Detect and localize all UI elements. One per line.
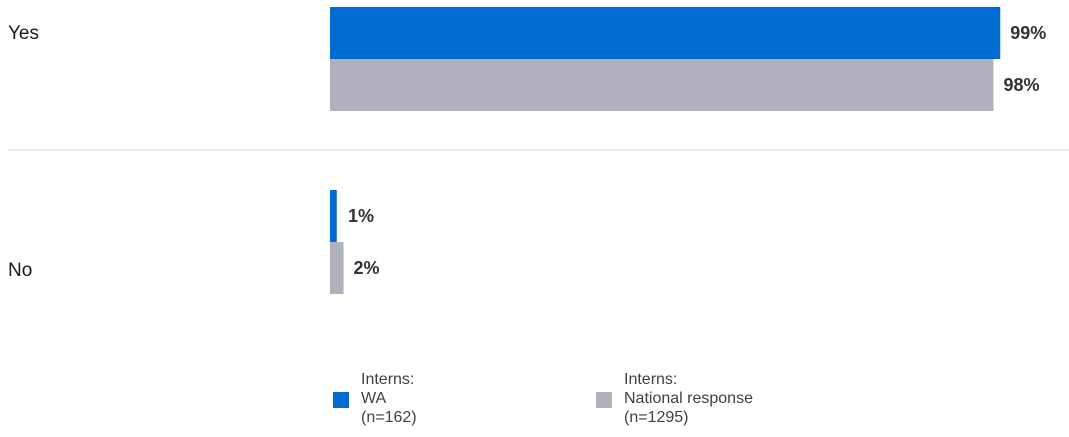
value-label-no-series-0: 1% <box>348 206 374 226</box>
legend-line: (n=1295) <box>624 409 689 426</box>
bar-yes-series-0 <box>330 7 1001 59</box>
bar-no-series-1 <box>330 242 344 294</box>
legend-line: WA <box>361 390 387 407</box>
legend-line: (n=162) <box>361 409 417 426</box>
legend-line: Interns: <box>361 371 415 388</box>
value-label-yes-series-1: 98% <box>1003 75 1039 95</box>
bar-yes-series-1 <box>330 59 994 111</box>
legend-text-national: Interns: National response (n=1295) <box>624 370 753 427</box>
value-label-no-series-1: 2% <box>354 258 380 278</box>
legend-line: National response <box>624 390 753 407</box>
bar-no-series-0 <box>330 190 337 242</box>
legend-swatch-wa <box>333 392 349 408</box>
legend-text-wa: Interns: WA (n=162) <box>361 370 417 427</box>
legend-line: Interns: <box>624 371 678 388</box>
bar-chart: Yes No 99% 98% 1% 2% <box>8 7 1069 294</box>
value-label-yes-series-0: 99% <box>1010 23 1046 43</box>
category-label-yes: Yes <box>8 23 39 44</box>
category-label-no: No <box>8 260 32 281</box>
legend-swatch-national <box>596 392 612 408</box>
